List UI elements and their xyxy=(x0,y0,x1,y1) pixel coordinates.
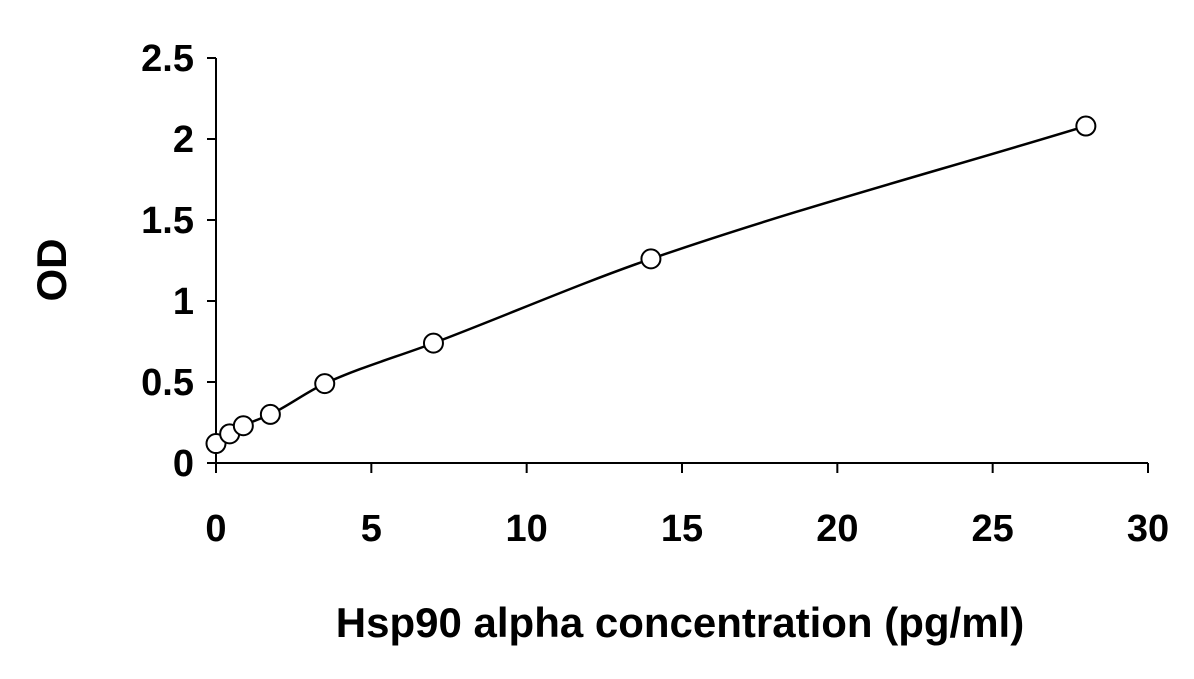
axes-layer xyxy=(207,57,1149,473)
x-tick-label: 25 xyxy=(972,508,1014,550)
x-tick-label: 0 xyxy=(205,508,226,550)
y-tick-label: 2.5 xyxy=(141,38,194,80)
fit-curve-line xyxy=(215,124,1087,445)
y-axis-title: OD xyxy=(28,239,75,302)
y-tick-label: 0.5 xyxy=(141,362,194,404)
labels-layer: 0 0.5 1 1.5 2 2.5 0 5 10 15 20 25 30 xyxy=(141,38,1169,550)
data-point xyxy=(232,415,254,437)
x-axis-title: Hsp90 alpha concentration (pg/ml) xyxy=(336,599,1024,646)
y-tick-label: 0 xyxy=(173,443,194,485)
curve-layer xyxy=(215,124,1087,445)
y-tick-label: 1.5 xyxy=(141,200,194,242)
x-tick-label: 30 xyxy=(1127,508,1169,550)
data-point xyxy=(314,373,336,395)
x-tick-label: 10 xyxy=(506,508,548,550)
y-tick-label: 1 xyxy=(173,281,194,323)
points-layer xyxy=(205,115,1097,455)
data-point xyxy=(640,248,662,270)
x-tick-label: 20 xyxy=(816,508,858,550)
data-point xyxy=(422,332,444,354)
x-tick-label: 5 xyxy=(361,508,382,550)
data-point xyxy=(259,403,281,425)
data-point xyxy=(1075,115,1097,137)
x-tick-label: 15 xyxy=(661,508,703,550)
y-tick-label: 2 xyxy=(173,119,194,161)
